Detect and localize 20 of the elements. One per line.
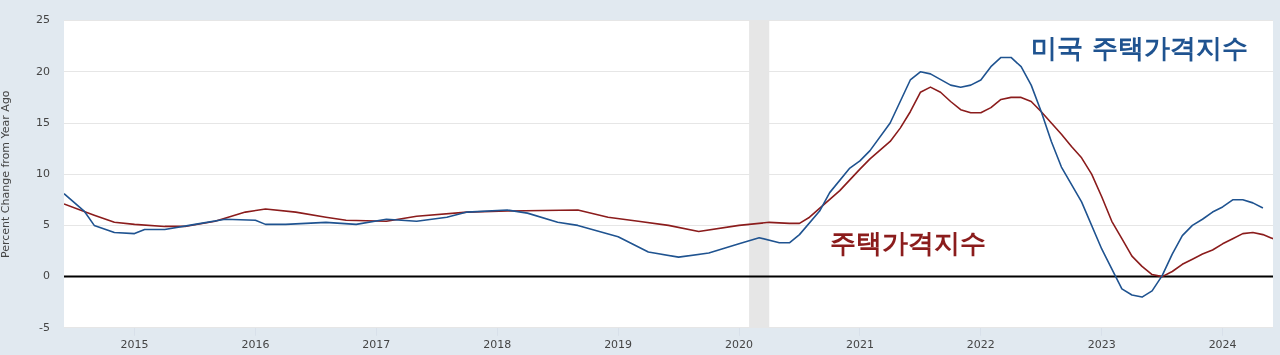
x-tick-label: 2021 — [845, 338, 874, 352]
y-tick-label: 20 — [36, 64, 50, 78]
y-tick-label: 15 — [36, 115, 50, 129]
x-tick-label: 2016 — [241, 338, 270, 352]
y-tick-label: 5 — [43, 218, 50, 232]
x-tick-label: 2017 — [362, 338, 391, 352]
x-tick-label: 2024 — [1208, 338, 1237, 352]
series-label: 주택가격지수 — [830, 227, 986, 258]
x-tick-label: 2022 — [966, 338, 995, 352]
x-tick-label: 2015 — [120, 338, 149, 352]
x-tick-label: 2020 — [725, 338, 754, 352]
y-tick-label: 0 — [43, 269, 50, 283]
y-tick-label: -5 — [39, 320, 50, 334]
y-tick-label: 10 — [36, 167, 50, 181]
x-tick-label: 2019 — [604, 338, 633, 352]
x-tick-label: 2023 — [1087, 338, 1116, 352]
y-axis-title: Percent Change from Year Ago — [0, 90, 13, 259]
series-label: 미국 주택가격지수 — [1030, 32, 1248, 63]
x-tick-label: 2018 — [483, 338, 512, 352]
y-tick-label: 25 — [36, 13, 50, 27]
